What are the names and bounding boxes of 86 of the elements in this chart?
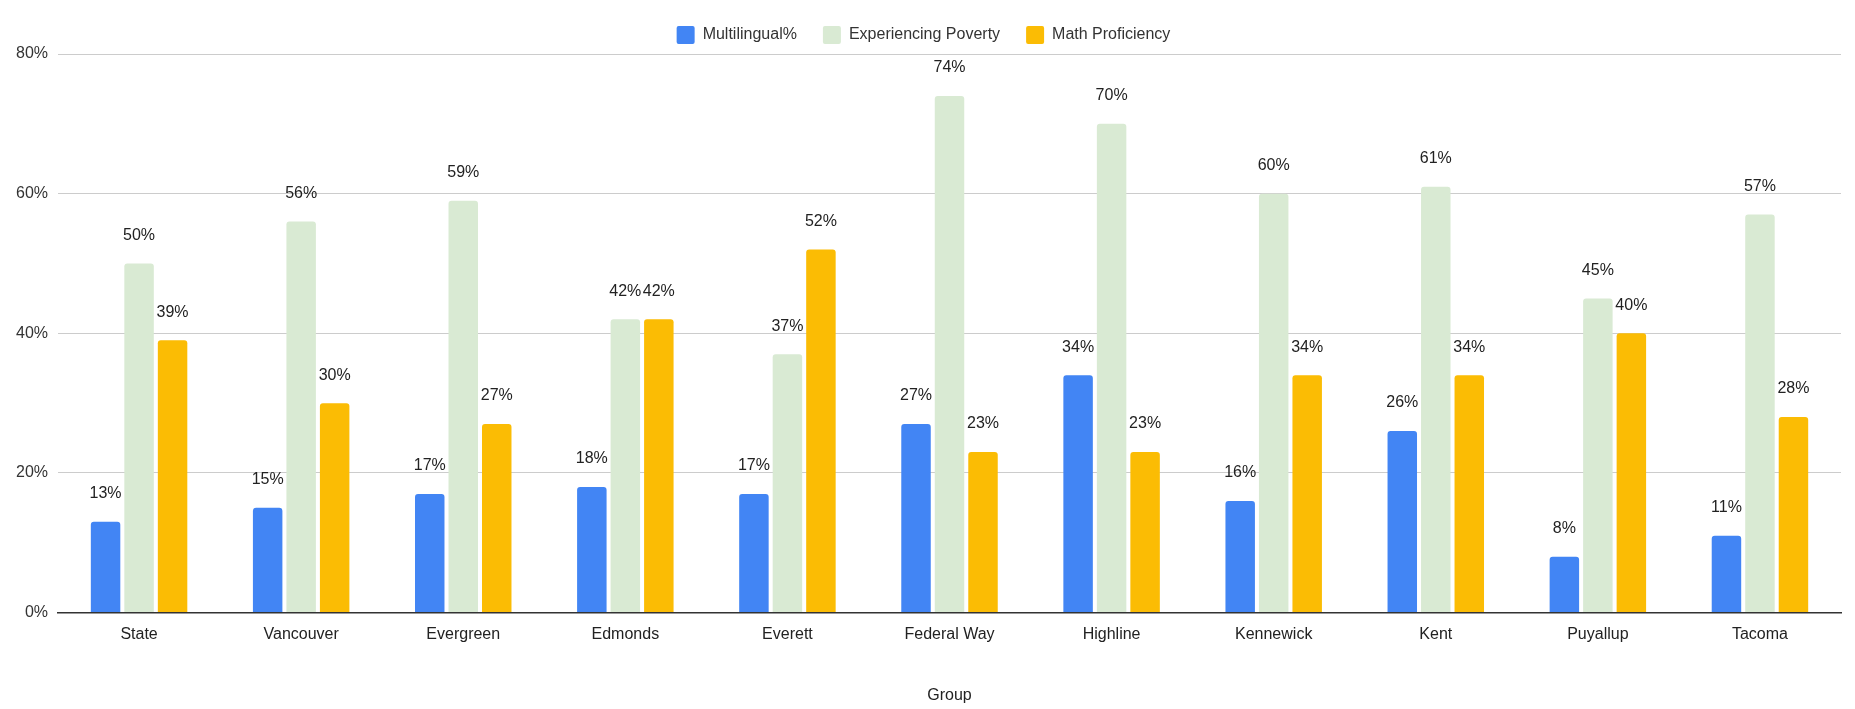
- data-label: 42%: [609, 281, 642, 299]
- bar: [90, 521, 121, 613]
- x-tick-label: Kent: [1419, 624, 1453, 642]
- bar: [124, 263, 154, 613]
- x-tick-label: Federal Way: [904, 624, 995, 642]
- data-label: 34%: [1453, 337, 1486, 355]
- bar: [1130, 452, 1160, 613]
- x-tick-label: Edmonds: [591, 624, 660, 642]
- data-label: 74%: [933, 58, 966, 76]
- bar: [319, 403, 350, 613]
- data-label: 34%: [1291, 337, 1324, 355]
- bar: [1616, 333, 1647, 613]
- x-tick-label: Tacoma: [1731, 624, 1789, 642]
- data-label: 30%: [318, 365, 351, 383]
- bar: [1292, 375, 1322, 613]
- x-tick-label: Kennewick: [1235, 624, 1314, 642]
- legend-label: Experiencing Poverty: [848, 25, 1001, 43]
- bar: [1778, 417, 1809, 613]
- data-label: 37%: [771, 316, 804, 334]
- x-tick-label: Puyallup: [1567, 624, 1629, 642]
- y-tick-label: 60%: [15, 184, 49, 202]
- data-label: 18%: [575, 449, 608, 467]
- bar: [1583, 298, 1613, 613]
- y-tick-label: 40%: [15, 323, 49, 341]
- x-tick-label: Vancouver: [263, 624, 340, 642]
- data-label: 45%: [1581, 260, 1614, 278]
- bar: [448, 200, 478, 613]
- data-label: 23%: [1129, 414, 1162, 432]
- bar: [415, 493, 445, 613]
- bar: [806, 249, 836, 613]
- bar: [1258, 193, 1289, 613]
- y-tick-label: 20%: [15, 463, 49, 481]
- bar: [157, 340, 188, 613]
- data-label: 8%: [1552, 519, 1576, 537]
- data-label: 61%: [1419, 149, 1452, 167]
- data-label: 60%: [1257, 156, 1290, 174]
- data-label: 40%: [1615, 295, 1648, 313]
- bar: [1387, 431, 1418, 613]
- bar: [739, 493, 769, 613]
- data-label: 70%: [1095, 86, 1128, 104]
- x-tick-label: Everett: [762, 624, 814, 642]
- x-axis-title: Group: [927, 685, 972, 703]
- bar: [1063, 375, 1093, 613]
- data-label: 56%: [285, 183, 318, 201]
- data-label: 50%: [123, 225, 156, 243]
- data-label: 27%: [900, 386, 933, 404]
- data-label: 11%: [1711, 498, 1742, 516]
- bar: [1225, 500, 1255, 613]
- data-label: 34%: [1062, 337, 1095, 355]
- x-tick-label: Evergreen: [426, 624, 501, 642]
- data-label: 17%: [737, 456, 770, 474]
- data-label: 28%: [1777, 379, 1810, 397]
- legend-label: Math Proficiency: [1052, 25, 1171, 43]
- data-label: 59%: [447, 163, 480, 181]
- bar: [286, 221, 316, 613]
- data-label: 23%: [966, 414, 1000, 432]
- data-label: 16%: [1224, 463, 1257, 481]
- x-tick-label: Highline: [1082, 624, 1141, 642]
- legend-label: Multilingual%: [702, 25, 797, 43]
- data-label: 52%: [804, 211, 837, 229]
- bar: [577, 486, 607, 613]
- data-label: 42%: [642, 281, 675, 299]
- data-label: 13%: [89, 484, 122, 502]
- x-tick-label: State: [120, 624, 158, 642]
- y-tick-label: 80%: [15, 44, 49, 62]
- data-label: 15%: [251, 470, 284, 488]
- bar: [1096, 123, 1127, 613]
- bar: [1711, 535, 1742, 613]
- data-label: 39%: [156, 302, 189, 320]
- bar: [1454, 375, 1485, 613]
- bar: [252, 507, 283, 613]
- bar: [482, 424, 512, 613]
- bar: [901, 424, 931, 613]
- data-label: 26%: [1386, 393, 1419, 411]
- bar: [1745, 214, 1775, 613]
- bar: [968, 452, 998, 613]
- bar: [1549, 556, 1580, 613]
- bar: [1421, 186, 1451, 613]
- bar: [772, 354, 803, 613]
- data-label: 57%: [1743, 177, 1776, 194]
- bar: [610, 319, 641, 613]
- data-label: 17%: [413, 456, 446, 474]
- data-label: 27%: [480, 386, 513, 404]
- bar: [934, 95, 965, 613]
- bar: [644, 319, 674, 613]
- y-tick-label: 0%: [24, 603, 49, 621]
